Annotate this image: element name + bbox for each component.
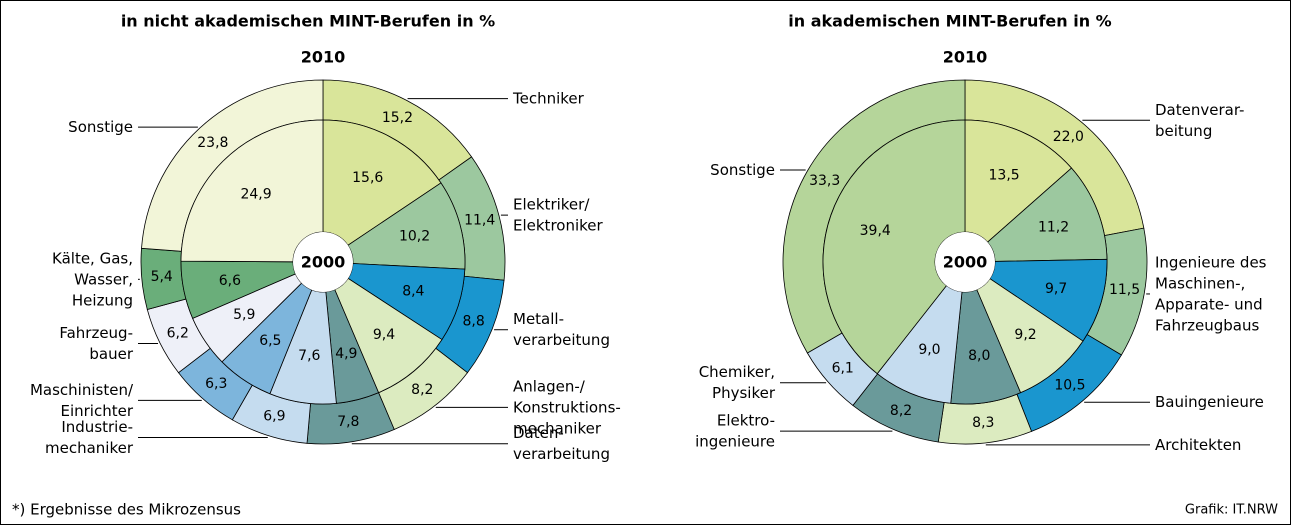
value-label: 8,2 — [890, 403, 912, 419]
value-label: 8,3 — [972, 415, 994, 431]
value-label: 7,6 — [298, 348, 320, 364]
value-label: 6,2 — [167, 326, 189, 342]
center-circle — [293, 232, 353, 292]
value-label: 4,9 — [335, 346, 357, 362]
value-label: 39,4 — [860, 223, 891, 239]
value-label: 6,6 — [219, 273, 241, 289]
value-label: 6,1 — [832, 360, 854, 376]
value-label: 6,3 — [205, 376, 227, 392]
outer-year: 2010 — [301, 48, 346, 67]
value-label: 24,9 — [240, 187, 271, 203]
value-label: 33,3 — [809, 173, 840, 189]
category-label: Chemiker, Physiker — [699, 363, 776, 402]
category-label: Kälte, Gas, Wasser, Heizung — [52, 249, 133, 309]
value-label: 9,7 — [1045, 281, 1067, 297]
category-label: Anlagen-/Konstruktions-mechaniker — [513, 377, 621, 437]
inner-year: 2000 — [943, 253, 988, 272]
category-label: Elektro-ingenieure — [695, 411, 775, 450]
center-circle — [935, 232, 995, 292]
value-label: 8,8 — [462, 314, 484, 330]
category-label: Ingenieure des Maschinen-, Apparate- und Fa… — [1155, 253, 1267, 334]
category-label: Techniker — [512, 89, 585, 107]
value-label: 6,9 — [263, 409, 285, 425]
value-label: 11,4 — [464, 213, 495, 229]
value-label: 9,0 — [918, 342, 940, 358]
value-label: 9,2 — [1014, 327, 1036, 343]
category-label: Metall-verarbeitung — [513, 310, 610, 349]
category-label: Maschinisten/Einrichter — [30, 380, 134, 419]
chart-title: in akademischen MINT-Berufen in % — [788, 12, 1111, 31]
footnote: *) Ergebnisse des Mikrozensus — [12, 501, 241, 519]
category-label: Daten-verarbeitung — [513, 424, 610, 463]
value-label: 11,2 — [1038, 220, 1069, 236]
value-label: 5,9 — [233, 307, 255, 323]
inner-year: 2000 — [301, 253, 346, 272]
outer-year: 2010 — [943, 48, 988, 67]
category-label: Bauingenieure — [1155, 393, 1264, 411]
value-label: 13,5 — [989, 167, 1020, 183]
source: Grafik: IT.NRW — [1185, 503, 1278, 518]
category-label: Architekten — [1155, 435, 1241, 453]
value-label: 6,5 — [259, 333, 281, 349]
value-label: 11,5 — [1109, 282, 1140, 298]
category-label: Elektriker/Elektroniker — [513, 195, 604, 234]
value-label: 8,0 — [968, 348, 990, 364]
category-label: Sonstige — [710, 161, 775, 179]
category-label: Sonstige — [68, 118, 133, 136]
value-label: 10,2 — [399, 229, 430, 245]
value-label: 8,4 — [402, 283, 424, 299]
value-label: 23,8 — [197, 135, 228, 151]
value-label: 15,6 — [352, 170, 383, 186]
value-label: 8,2 — [411, 382, 433, 398]
value-label: 22,0 — [1053, 129, 1084, 145]
chart-title: in nicht akademischen MINT-Berufen in % — [121, 12, 495, 31]
category-label: Industrie-mechaniker — [45, 418, 134, 457]
value-label: 10,5 — [1054, 377, 1085, 393]
value-label: 7,8 — [337, 414, 359, 430]
category-label: Fahrzeug-bauer — [59, 323, 133, 362]
value-label: 15,2 — [382, 110, 413, 126]
value-label: 5,4 — [151, 269, 173, 285]
category-label: Datenverar-beitung — [1155, 100, 1244, 139]
value-label: 9,4 — [373, 327, 395, 343]
